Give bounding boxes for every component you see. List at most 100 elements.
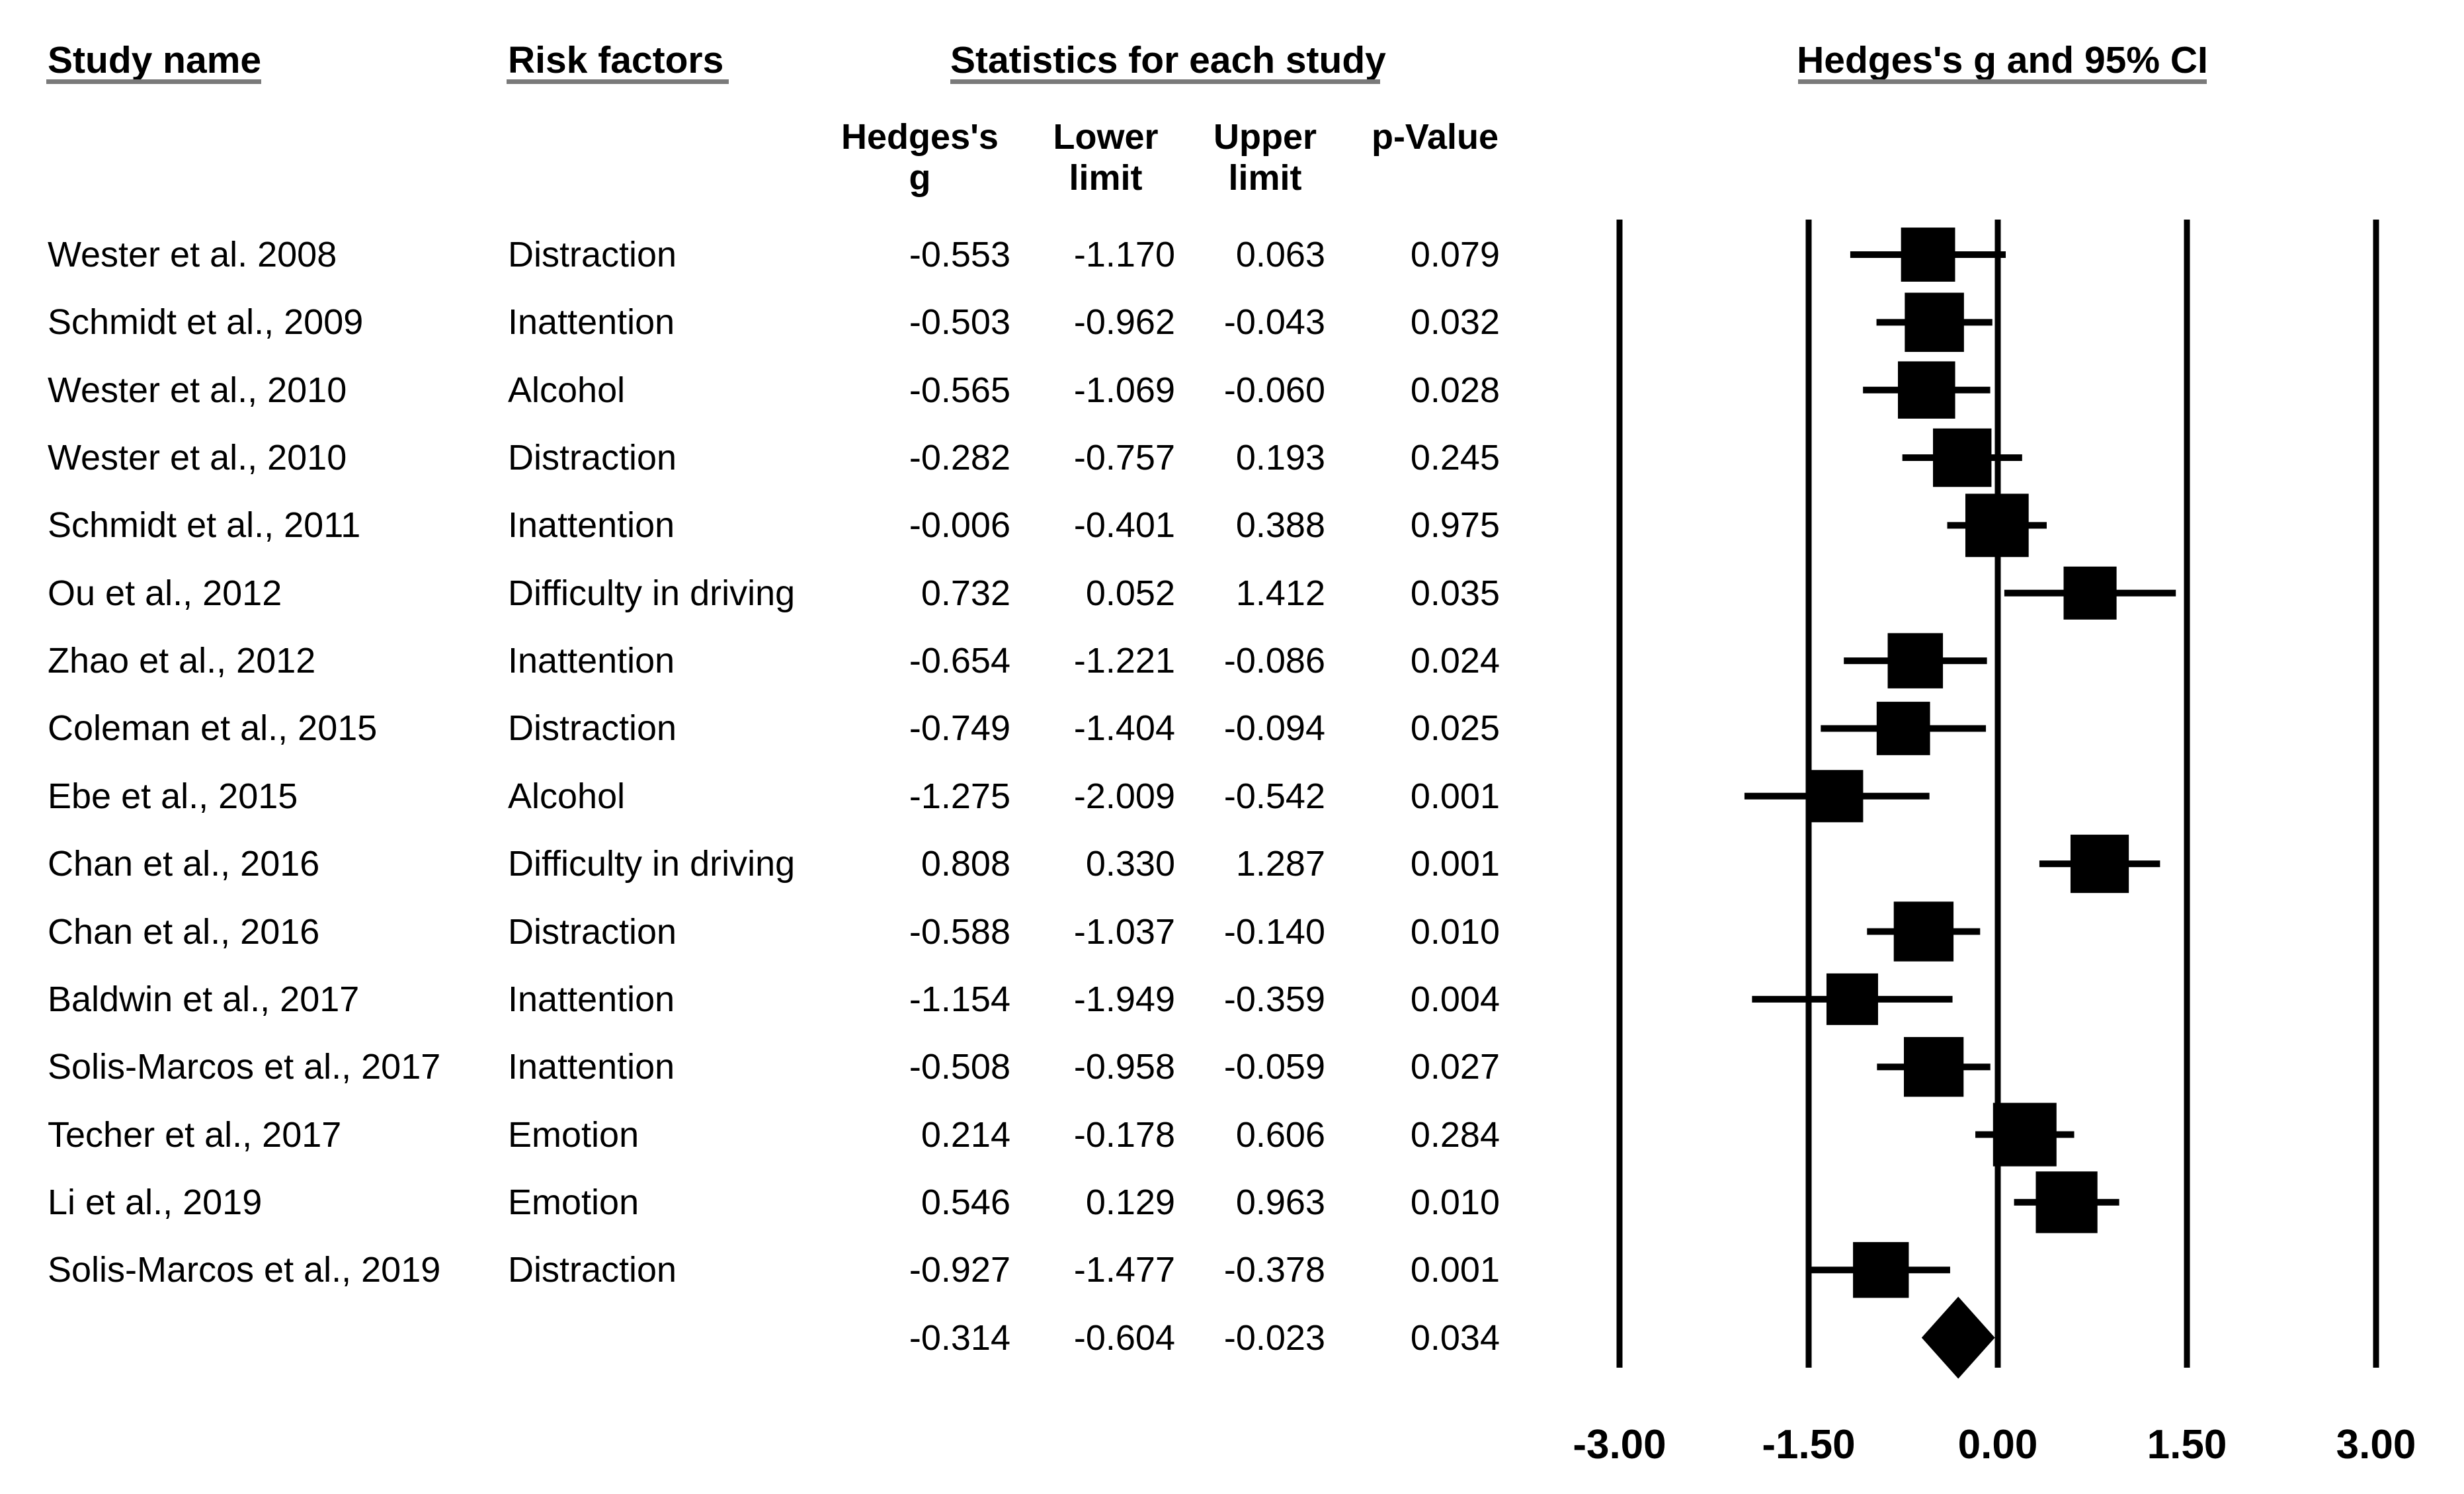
table-row: Solis-Marcos et al., 2019 Distraction -0.9… [0,1236,1587,1304]
hedges-g-cell: -0.508 [909,1047,1010,1087]
effect-square [1905,292,1964,353]
risk-factor-cell: Distraction [508,911,677,952]
lower-limit-cell: -1.069 [1073,370,1175,410]
subheader-line: limit [1228,158,1302,198]
hedges-g-cell: -0.588 [909,911,1010,952]
effect-square [1811,770,1864,823]
risk-factor-cell: Distraction [508,235,677,274]
upper-limit-cell: 0.963 [1235,1182,1325,1222]
effect-square [1887,633,1944,688]
upper-limit-cell: 0.388 [1235,505,1325,546]
lower-limit-cell: -2.009 [1073,776,1175,816]
p-value-cell: 0.001 [1410,776,1500,816]
header-underline-plot [1798,79,2207,84]
lower-limit-cell: -1.221 [1073,641,1175,681]
study-name-cell: Wester et al., 2010 [48,438,347,478]
effect-square [1903,1037,1964,1097]
risk-factor-cell: Difficulty in driving [508,844,796,884]
p-value-cell: 0.010 [1410,911,1500,952]
table-row: Ebe et al., 2015 Alcohol -1.275 -2.009 -0.54… [0,763,1587,830]
lower-limit-cell: -0.958 [1073,1047,1175,1087]
upper-limit-cell: 0.193 [1235,438,1325,478]
upper-limit-cell: 1.412 [1235,573,1325,613]
hedges-g-cell: -0.314 [909,1317,1010,1358]
effect-square [1826,973,1878,1025]
study-name-cell: Wester et al. 2008 [48,235,337,274]
subheader-line: Lower [1053,117,1159,157]
effect-square [1897,361,1955,419]
hedges-g-cell: 0.214 [921,1114,1010,1155]
study-name-cell: Schmidt et al., 2009 [48,302,364,343]
hedges-g-cell: -0.565 [909,370,1010,410]
upper-limit-cell: -0.086 [1223,641,1325,681]
subheader-upper-limit: Upper limit [1159,116,1371,198]
effect-square [2063,566,2117,620]
risk-factor-cell: Inattention [508,505,675,546]
subheader-line: p-Value [1371,117,1499,157]
column-header-risk-factors: Risk factors [508,39,724,81]
upper-limit-cell: -0.140 [1223,911,1325,952]
hedges-g-cell: 0.546 [921,1182,1010,1222]
risk-factor-cell: Inattention [508,302,675,343]
hedges-g-cell: -1.154 [909,979,1010,1019]
p-value-cell: 0.975 [1410,505,1500,546]
risk-factor-cell: Inattention [508,641,675,681]
p-value-cell: 0.004 [1410,979,1500,1019]
table-row: Baldwin et al., 2017 Inattention -1.154 -1.… [0,966,1587,1033]
p-value-cell: 0.284 [1410,1114,1500,1155]
subheader-line: limit [1069,158,1143,198]
p-value-cell: 0.024 [1410,641,1500,681]
p-value-cell: 0.001 [1410,844,1500,884]
study-name-cell: Ebe et al., 2015 [48,776,298,816]
axis-tick-label: 1.50 [2147,1422,2227,1468]
risk-factor-cell: Alcohol [508,776,626,816]
upper-limit-cell: -0.378 [1223,1250,1325,1290]
risk-factor-cell: Inattention [508,979,675,1019]
hedges-g-cell: -0.503 [909,302,1010,343]
table-row: Ou et al., 2012 Difficulty in driving 0.73… [0,560,1587,627]
subheader-line: Hedges's [841,117,999,157]
axis-tick-label: 0.00 [1958,1422,2038,1468]
risk-factor-cell: Distraction [508,708,677,749]
table-row: Techer et al., 2017 Emotion 0.214 -0.178 0.6… [0,1101,1587,1169]
axis-tick-label: -1.50 [1762,1422,1855,1468]
table-row: Wester et al., 2010 Alcohol -0.565 -1.069 -0… [0,356,1587,424]
effect-square [1933,428,1992,487]
risk-factor-cell: Distraction [508,438,677,478]
study-name-cell: Techer et al., 2017 [48,1114,342,1155]
study-name-cell: Chan et al., 2016 [48,844,320,884]
study-name-cell: Schmidt et al., 2011 [48,505,361,546]
effect-square [1893,901,1954,962]
upper-limit-cell: -0.060 [1223,370,1325,410]
hedges-g-cell: -1.275 [909,776,1010,816]
p-value-cell: 0.032 [1410,302,1500,343]
upper-limit-cell: -0.542 [1223,776,1325,816]
axis-tick-label: 3.00 [2336,1422,2416,1468]
study-name-cell: Wester et al., 2010 [48,370,347,410]
pooled-row: -0.314 -0.604 -0.023 0.034 [0,1304,1587,1372]
study-name-cell: Chan et al., 2016 [48,911,320,952]
axis-tick-label: -3.00 [1573,1422,1666,1468]
upper-limit-cell: -0.059 [1223,1047,1325,1087]
upper-limit-cell: 0.063 [1235,235,1325,274]
hedges-g-cell: -0.654 [909,641,1010,681]
table-row: Schmidt et al., 2009 Inattention -0.503 -0.… [0,288,1587,356]
upper-limit-cell: 0.606 [1235,1114,1325,1155]
study-name-cell: Li et al., 2019 [48,1182,263,1222]
hedges-g-cell: -0.749 [909,708,1010,749]
column-header-statistics: Statistics for each study [950,39,1386,81]
lower-limit-cell: -0.178 [1073,1114,1175,1155]
header-underline-study [46,79,261,84]
header-underline-risk [507,79,729,84]
upper-limit-cell: -0.023 [1223,1317,1325,1358]
pooled-diamond [1921,1296,1995,1379]
table-row: Wester et al. 2008 Distraction -0.553 -1.17… [0,221,1587,288]
p-value-cell: 0.035 [1410,573,1500,613]
subheader-line: g [909,158,931,198]
lower-limit-cell: -0.962 [1073,302,1175,343]
lower-limit-cell: 0.330 [1085,844,1175,884]
study-name-cell: Zhao et al., 2012 [48,641,316,681]
hedges-g-cell: 0.808 [921,844,1010,884]
table-row: Coleman et al., 2015 Distraction -0.749 -1.… [0,694,1587,762]
